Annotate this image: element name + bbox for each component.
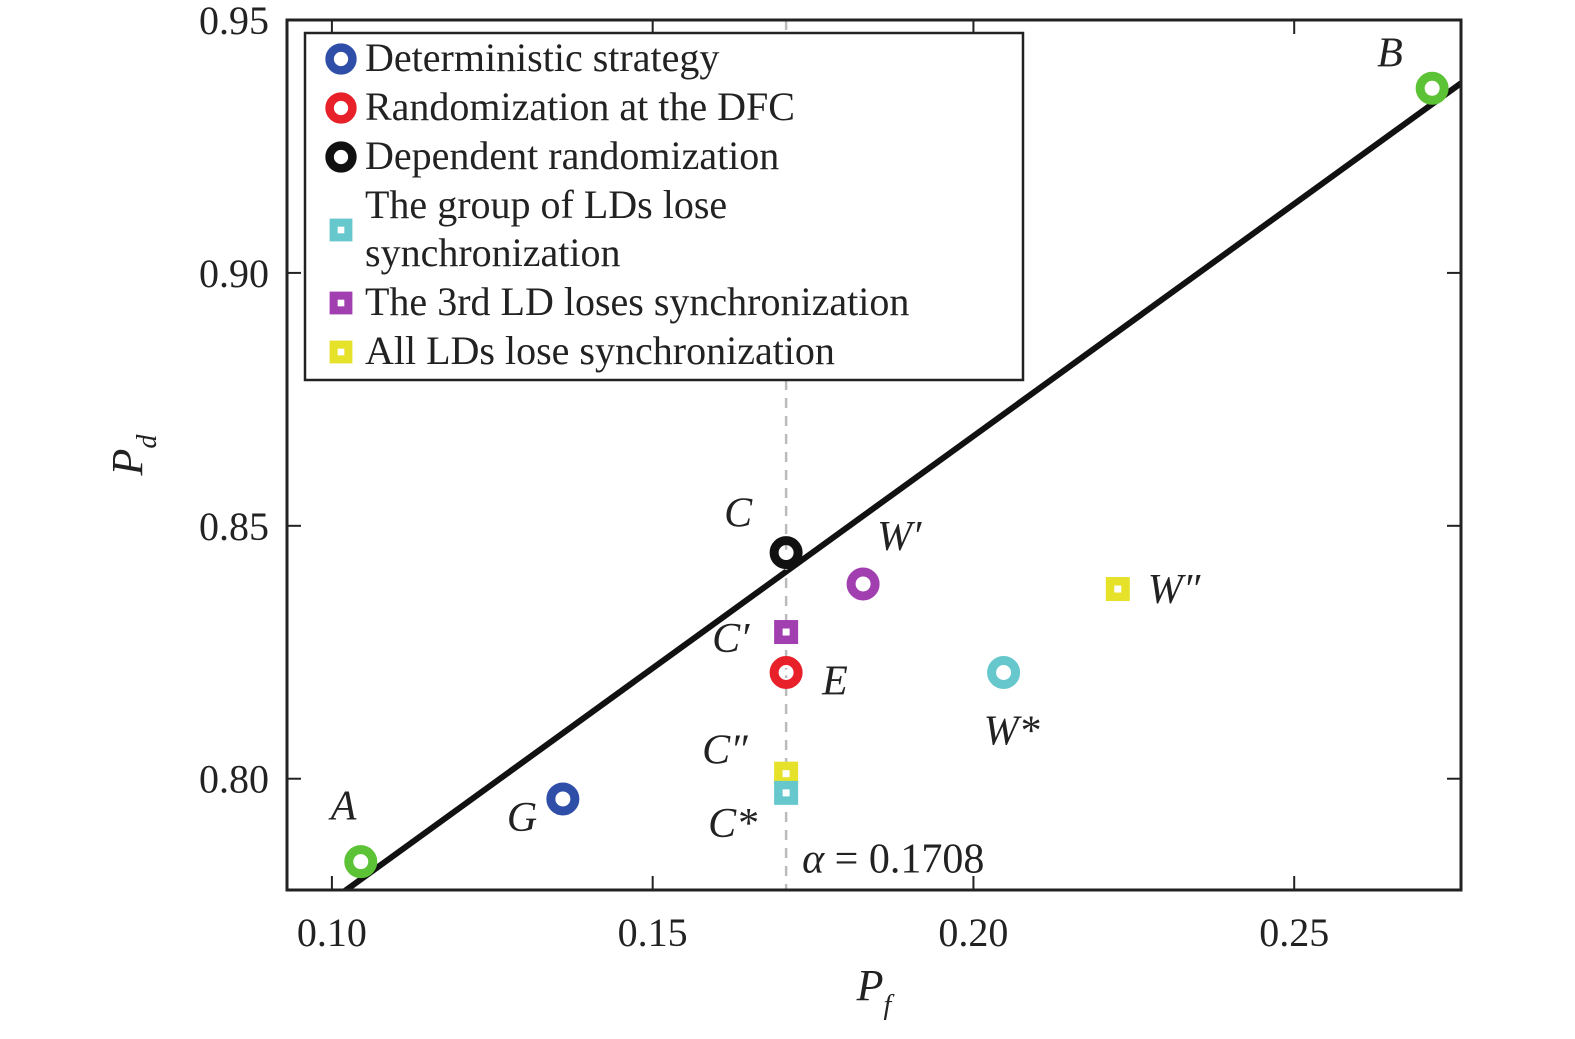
y-tick-label: 0.85 bbox=[199, 504, 269, 549]
legend-marker-center bbox=[337, 299, 345, 307]
point-marker-center bbox=[783, 549, 790, 556]
point-label: A bbox=[328, 784, 357, 830]
point-marker-center bbox=[782, 789, 790, 797]
legend-label: synchronization bbox=[365, 230, 621, 275]
y-tick-label: 0.90 bbox=[199, 251, 269, 296]
point-1: B bbox=[1377, 30, 1449, 105]
x-axis-label-subscript: f bbox=[884, 990, 895, 1021]
point-2: C bbox=[724, 491, 803, 570]
legend-marker-center bbox=[338, 56, 344, 62]
legend-marker bbox=[325, 43, 357, 75]
x-tick-label: 0.10 bbox=[297, 910, 367, 955]
point-label: E bbox=[821, 659, 848, 705]
point-9: C* bbox=[708, 780, 799, 847]
point-marker-center bbox=[782, 770, 790, 778]
point-4: E bbox=[769, 656, 848, 705]
alpha-value: 0.1708 bbox=[869, 837, 985, 883]
point-8: C″ bbox=[702, 728, 799, 786]
point-marker bbox=[769, 656, 803, 689]
point-marker-center bbox=[860, 580, 867, 587]
legend-label: Randomization at the DFC bbox=[365, 84, 795, 129]
y-axis-label: Pd bbox=[103, 434, 163, 477]
point-label: C″ bbox=[702, 728, 748, 774]
alpha-symbol: α bbox=[802, 837, 825, 883]
legend-marker-center bbox=[337, 348, 345, 356]
point-marker bbox=[987, 656, 1021, 689]
point-0: A bbox=[328, 784, 378, 879]
point-10: W″ bbox=[1105, 567, 1201, 613]
point-marker-center bbox=[783, 669, 790, 676]
legend-marker-center bbox=[338, 154, 344, 160]
point-label: C′ bbox=[712, 616, 750, 662]
legend-box bbox=[303, 31, 1025, 382]
point-label: B bbox=[1377, 30, 1403, 76]
legend-label: All LDs lose synchronization bbox=[365, 328, 835, 373]
point-3: G bbox=[507, 782, 580, 841]
legend-label: Dependent randomization bbox=[365, 133, 779, 178]
frontier-line-layer bbox=[341, 80, 1461, 890]
point-marker bbox=[1415, 71, 1449, 105]
point-label: C* bbox=[708, 801, 757, 847]
data-points: A B C G E W′ W* C′ C″ C* W″ bbox=[328, 30, 1449, 879]
point-marker bbox=[769, 536, 803, 570]
point-marker bbox=[546, 782, 580, 816]
legend-label: The 3rd LD loses synchronization bbox=[365, 279, 909, 324]
point-marker-center bbox=[1114, 585, 1122, 593]
legend-entry-5: All LDs lose synchronization bbox=[329, 328, 835, 373]
legend-marker bbox=[325, 92, 357, 124]
y-tick-label: 0.95 bbox=[199, 0, 269, 43]
legend-entry-4: The 3rd LD loses synchronization bbox=[329, 279, 909, 324]
legend-marker bbox=[325, 141, 357, 173]
point-marker bbox=[344, 845, 378, 879]
point-7: C′ bbox=[712, 616, 799, 662]
y-tick-label: 0.80 bbox=[199, 757, 269, 802]
legend-entry-0: Deterministic strategy bbox=[325, 35, 719, 80]
point-marker-center bbox=[559, 795, 566, 802]
point-marker-center bbox=[1000, 669, 1007, 676]
point-label: C bbox=[724, 491, 753, 537]
plot-frame bbox=[285, 18, 1463, 892]
legend-label: Deterministic strategy bbox=[365, 35, 719, 80]
frontier-line bbox=[341, 80, 1461, 890]
alpha-annotation: α = 0.1708 bbox=[802, 837, 984, 883]
y-axis-label-subscript: d bbox=[132, 434, 163, 449]
alpha-equals: = bbox=[824, 837, 869, 883]
legend-entry-1: Randomization at the DFC bbox=[325, 84, 795, 129]
legend-label: The group of LDs lose bbox=[365, 182, 727, 227]
point-marker-center bbox=[1429, 85, 1436, 92]
point-label: W′ bbox=[877, 514, 922, 560]
x-tick-label: 0.20 bbox=[938, 910, 1008, 955]
legend-marker-center bbox=[337, 226, 345, 234]
legend-marker-center bbox=[338, 105, 344, 111]
point-marker-center bbox=[782, 628, 790, 636]
x-tick-label: 0.15 bbox=[618, 910, 688, 955]
axis-ticks: 0.10 0.15 0.20 0.25 0.80 0.85 0.90 0.95 bbox=[199, 0, 1461, 955]
x-axis-label-main: P bbox=[856, 961, 884, 1010]
x-axis-label: Pf bbox=[856, 961, 895, 1021]
x-tick-label: 0.25 bbox=[1259, 910, 1329, 955]
y-axis-label-main: P bbox=[103, 449, 152, 477]
legend-entry-2: Dependent randomization bbox=[325, 133, 779, 178]
point-6: W* bbox=[984, 656, 1040, 755]
point-label: W″ bbox=[1148, 567, 1201, 613]
point-marker bbox=[846, 567, 880, 601]
point-label: W* bbox=[984, 709, 1040, 755]
point-marker-center bbox=[357, 858, 364, 865]
point-label: G bbox=[507, 795, 537, 841]
point-5: W′ bbox=[846, 514, 922, 601]
